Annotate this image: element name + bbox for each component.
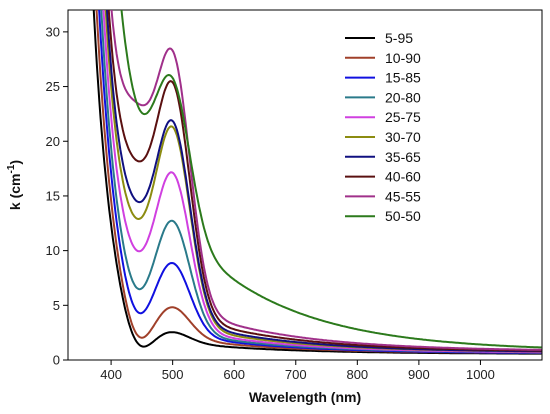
x-tick-label: 800: [346, 367, 368, 382]
y-tick-label: 25: [46, 79, 60, 94]
x-tick-label: 900: [408, 367, 430, 382]
axes-group: 400 500 600 700 800 900 1000 0 5 10 15 20 25 30: [46, 24, 495, 382]
legend-label-5-95: 5-95: [385, 30, 413, 46]
series-line-30-70: [104, 10, 542, 353]
y-axis-title: k (cm-1): [6, 160, 23, 210]
y-tick-label: 10: [46, 243, 60, 258]
series-line-25-75: [102, 10, 542, 354]
y-tick-label: 5: [53, 298, 60, 313]
x-tick-label: 1000: [466, 367, 495, 382]
x-tick-label: 700: [285, 367, 307, 382]
plot-frame: [67, 9, 543, 361]
x-tick-label: 400: [100, 367, 122, 382]
series-line-20-80: [100, 10, 542, 354]
x-tick-label: 600: [223, 367, 245, 382]
x-tick-label: 500: [162, 367, 184, 382]
series-group: [92, 10, 542, 355]
legend-label-10-90: 10-90: [385, 50, 421, 66]
legend: 5-95 10-90 15-85 20-80 25-75 30-70 35-65 40-60 4…: [345, 30, 421, 224]
legend-label-15-85: 15-85: [385, 70, 421, 86]
y-tick-label: 30: [46, 24, 60, 39]
legend-label-50-50: 50-50: [385, 208, 421, 224]
y-axis-title-superscript: -1: [6, 164, 17, 173]
series-line-10-90: [95, 10, 542, 354]
series-line-45-55: [110, 10, 542, 351]
plot-area: [67, 9, 543, 361]
y-tick-label: 20: [46, 134, 60, 149]
legend-label-20-80: 20-80: [385, 89, 421, 105]
legend-label-25-75: 25-75: [385, 109, 421, 125]
y-tick-label: 0: [53, 353, 60, 368]
legend-label-35-65: 35-65: [385, 149, 421, 165]
series-line-40-60: [107, 10, 542, 352]
legend-label-45-55: 45-55: [385, 188, 421, 204]
series-line-15-85: [98, 10, 542, 354]
y-axis-title-main: k (cm: [7, 174, 23, 211]
series-line-35-65: [105, 10, 542, 353]
legend-label-30-70: 30-70: [385, 129, 421, 145]
x-axis-title: Wavelength (nm): [249, 389, 361, 405]
y-axis-title-close: ): [7, 160, 23, 165]
y-tick-label: 15: [46, 188, 60, 203]
series-line-50-50: [120, 10, 542, 349]
legend-label-40-60: 40-60: [385, 169, 421, 185]
series-line-5-95: [92, 10, 542, 355]
